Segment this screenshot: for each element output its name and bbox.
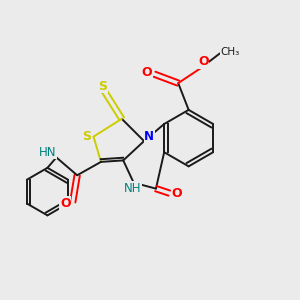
Text: S: S (82, 130, 91, 143)
Text: CH₃: CH₃ (220, 47, 240, 57)
Text: S: S (98, 80, 107, 93)
Text: N: N (144, 130, 154, 143)
Text: O: O (142, 66, 152, 79)
Text: NH: NH (123, 182, 141, 194)
Text: O: O (198, 55, 209, 68)
Text: O: O (171, 187, 182, 200)
Text: HN: HN (39, 146, 57, 159)
Text: O: O (60, 197, 70, 210)
